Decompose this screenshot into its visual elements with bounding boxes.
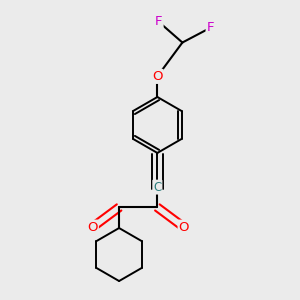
Text: F: F — [207, 21, 214, 34]
Text: C: C — [153, 181, 161, 194]
Text: O: O — [152, 70, 163, 83]
Text: F: F — [155, 15, 163, 28]
Text: O: O — [87, 220, 98, 234]
Text: O: O — [178, 220, 189, 234]
